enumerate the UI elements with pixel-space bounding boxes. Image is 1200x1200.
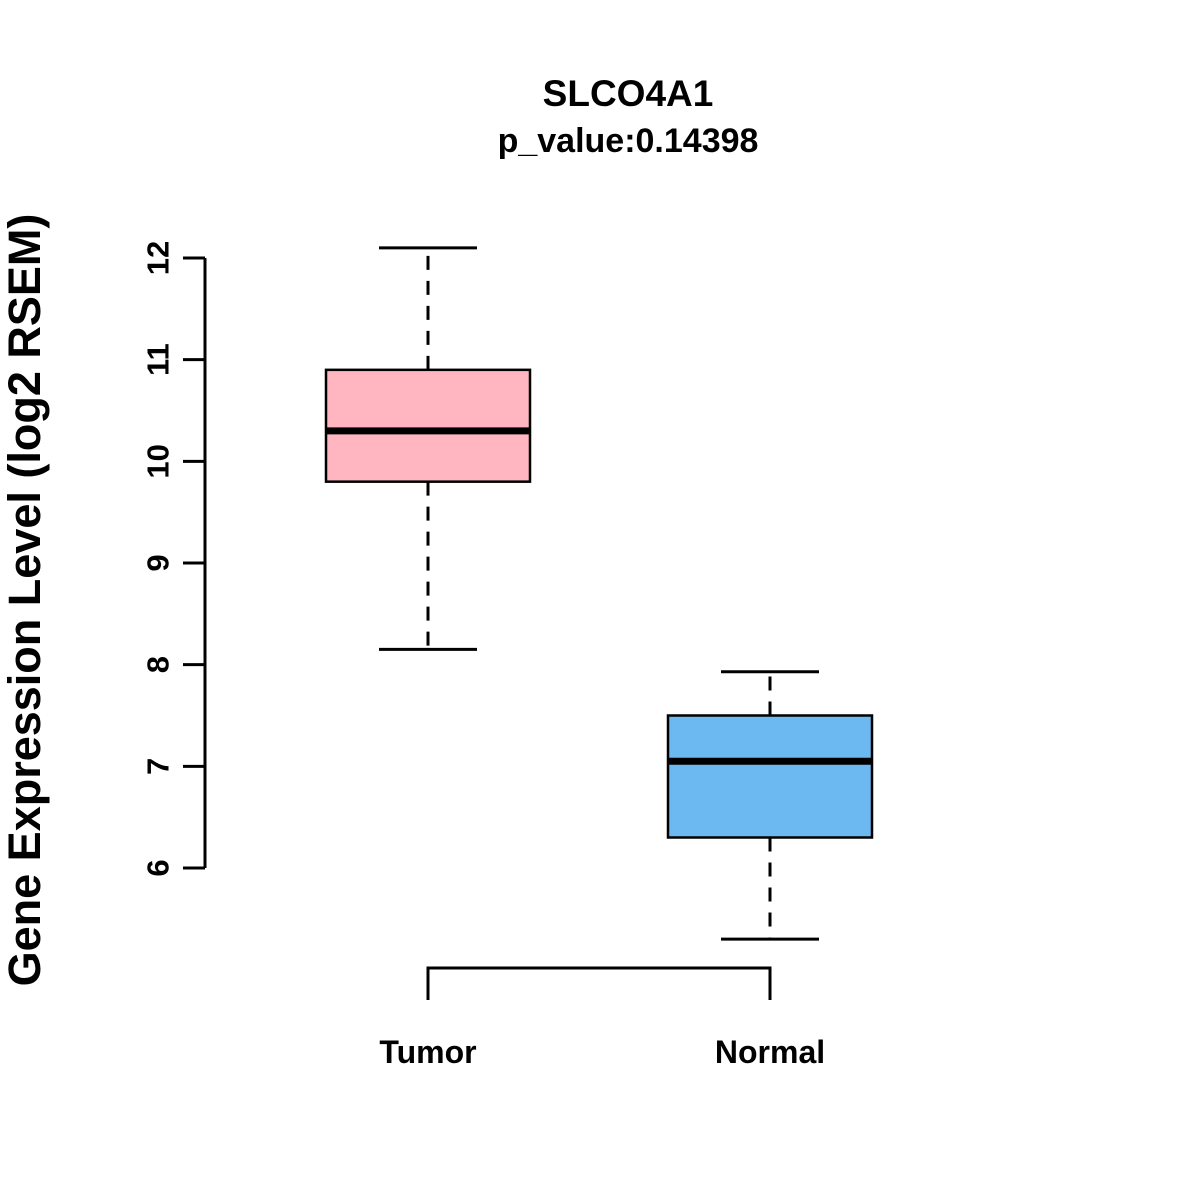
y-tick-label: 9 <box>141 554 176 571</box>
chart-subtitle: p_value:0.14398 <box>498 122 759 160</box>
chart-title: SLCO4A1 <box>543 73 714 114</box>
y-axis-label: Gene Expression Level (log2 RSEM) <box>0 214 50 987</box>
tumor-group-label: Tumor <box>379 1034 476 1070</box>
y-tick-label: 8 <box>141 656 176 673</box>
normal-group-label: Normal <box>715 1034 825 1070</box>
y-tick-label: 7 <box>141 758 176 775</box>
tumor-box <box>324 368 532 483</box>
y-tick-label: 11 <box>141 343 176 376</box>
y-tick-label: 12 <box>141 241 176 275</box>
y-tick-label: 10 <box>141 444 176 478</box>
normal-box <box>666 714 874 839</box>
y-tick-label: 6 <box>141 859 176 876</box>
plot-area: 6 7 8 9 10 11 12 Tumor Normal <box>141 241 874 1070</box>
x-axis-bracket <box>426 966 772 1000</box>
